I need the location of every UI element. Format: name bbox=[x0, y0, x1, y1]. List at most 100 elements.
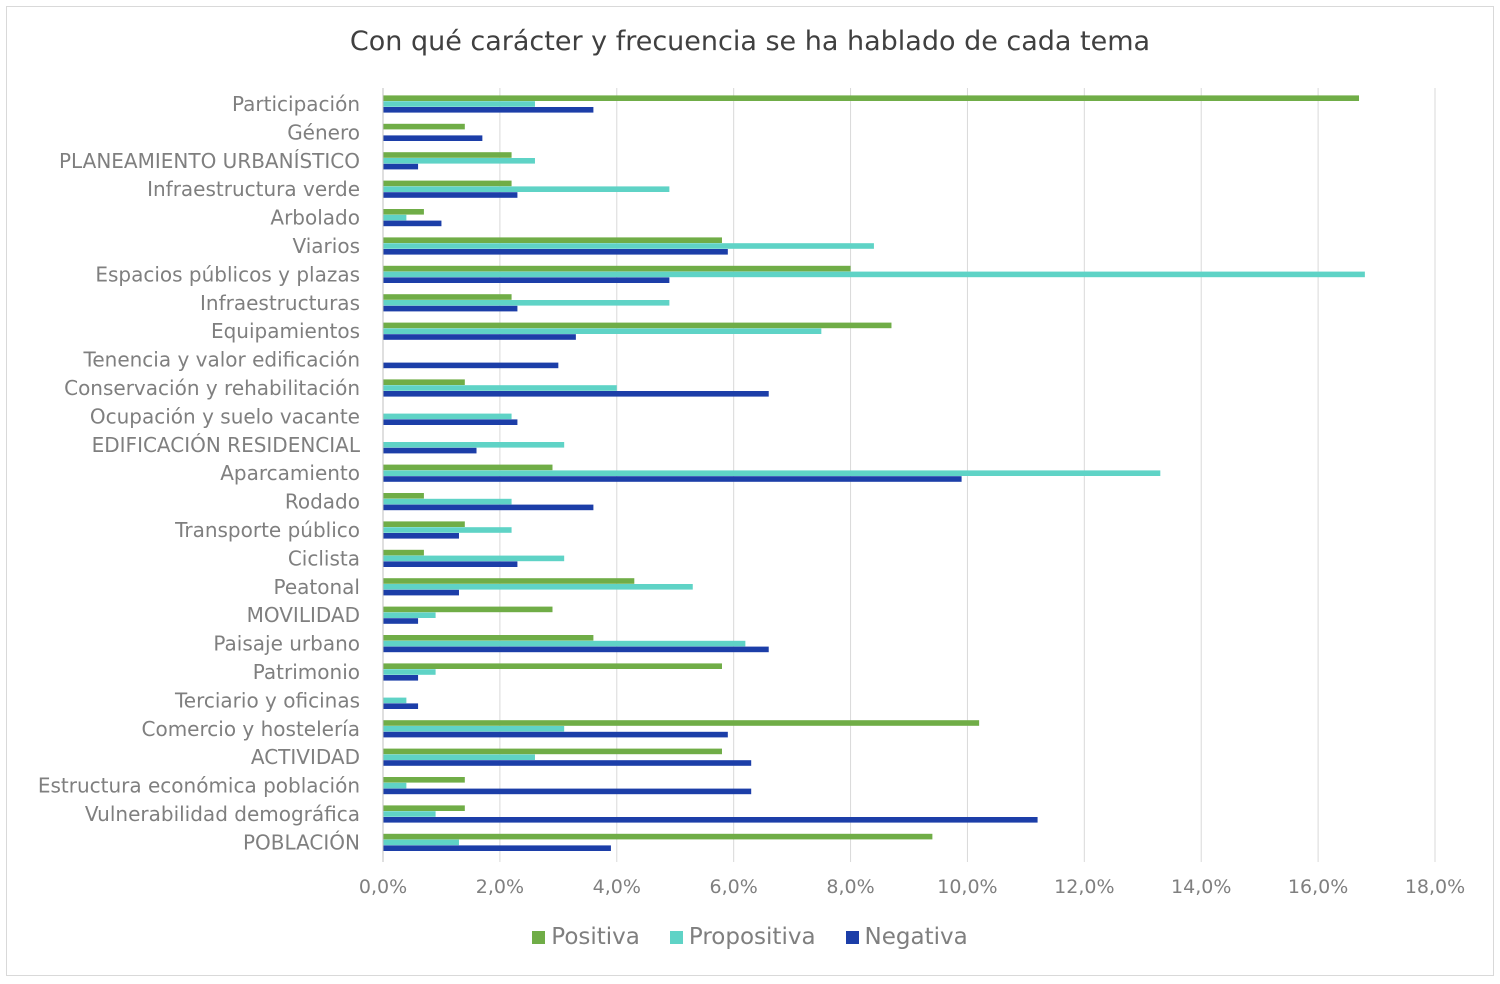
bar-positiva bbox=[383, 833, 933, 840]
x-tick-label: 18,0% bbox=[1405, 876, 1465, 898]
bar-propositiva bbox=[383, 555, 565, 562]
bar-positiva bbox=[383, 805, 465, 811]
legend-item-negativa: Negativa bbox=[845, 924, 968, 950]
bar-negativa bbox=[383, 305, 518, 312]
category-label: Transporte público bbox=[174, 518, 360, 542]
bar-positiva bbox=[383, 180, 512, 187]
bar-negativa bbox=[383, 277, 670, 283]
bar-positiva bbox=[383, 209, 424, 215]
bar-propositiva bbox=[383, 186, 670, 192]
category-label: Viarios bbox=[293, 234, 361, 258]
bar-positiva bbox=[383, 237, 722, 243]
x-tick-label: 4,0% bbox=[593, 876, 641, 898]
bar-positiva bbox=[383, 578, 635, 584]
legend-item-positiva: Positiva bbox=[532, 924, 640, 950]
bar-propositiva bbox=[383, 101, 535, 107]
bar-propositiva bbox=[383, 754, 535, 760]
legend-swatch-positiva bbox=[532, 930, 546, 944]
x-tick-label: 8,0% bbox=[826, 876, 874, 898]
bar-positiva bbox=[383, 606, 553, 613]
bar-negativa bbox=[383, 561, 518, 567]
bar-negativa bbox=[383, 391, 769, 397]
bar-propositiva bbox=[383, 300, 670, 306]
category-label: Ocupación y suelo vacante bbox=[90, 404, 360, 428]
bar-positiva bbox=[383, 521, 465, 527]
bar-negativa bbox=[383, 334, 576, 340]
legend-label-positiva: Positiva bbox=[551, 924, 640, 950]
legend-swatch-propositiva bbox=[669, 930, 683, 944]
bar-propositiva bbox=[383, 498, 512, 505]
bar-positiva bbox=[383, 95, 1360, 101]
category-label: Patrimonio bbox=[253, 660, 360, 684]
category-label: Infraestructura verde bbox=[147, 177, 360, 201]
bar-propositiva bbox=[383, 669, 436, 675]
x-tick-label: 14,0% bbox=[1171, 876, 1231, 898]
bar-negativa bbox=[383, 135, 483, 141]
legend-label-propositiva: Propositiva bbox=[688, 924, 816, 950]
bar-propositiva bbox=[383, 442, 565, 448]
category-label: Participación bbox=[232, 92, 360, 116]
category-label: Aparcamiento bbox=[220, 461, 360, 485]
bar-negativa bbox=[383, 419, 518, 425]
bars bbox=[383, 95, 1365, 851]
x-tick-label: 10,0% bbox=[937, 876, 997, 898]
bar-propositiva bbox=[383, 811, 436, 817]
bar-positiva bbox=[383, 777, 465, 783]
bar-positiva bbox=[383, 748, 722, 755]
legend-label-negativa: Negativa bbox=[864, 924, 968, 950]
bar-negativa bbox=[383, 163, 419, 170]
bar-positiva bbox=[383, 549, 424, 556]
category-label: Peatonal bbox=[274, 575, 360, 599]
bar-positiva bbox=[383, 152, 512, 158]
category-label: Terciario y oficinas bbox=[174, 688, 360, 712]
bar-positiva bbox=[383, 720, 980, 726]
bar-positiva bbox=[383, 322, 892, 329]
bar-negativa bbox=[383, 533, 459, 539]
x-tick-label: 16,0% bbox=[1288, 876, 1348, 898]
category-label: Ciclista bbox=[288, 546, 360, 570]
category-label: ACTIVIDAD bbox=[251, 745, 360, 769]
bar-propositiva bbox=[383, 328, 822, 334]
bar-negativa bbox=[383, 817, 1038, 823]
bar-propositiva bbox=[383, 243, 874, 249]
bar-negativa bbox=[383, 476, 962, 482]
bar-propositiva bbox=[383, 584, 693, 590]
bar-negativa bbox=[383, 192, 518, 198]
bar-propositiva bbox=[383, 612, 436, 618]
bar-positiva bbox=[383, 379, 465, 385]
bar-negativa bbox=[383, 703, 419, 709]
bar-negativa bbox=[383, 589, 459, 596]
x-tick-label: 2,0% bbox=[476, 876, 524, 898]
bar-propositiva bbox=[383, 640, 746, 647]
bar-propositiva bbox=[383, 158, 535, 164]
bar-negativa bbox=[383, 362, 559, 369]
bar-negativa bbox=[383, 249, 728, 255]
category-labels: Participación Género PLANEAMIENTO URBANÍST… bbox=[38, 92, 361, 854]
bar-negativa bbox=[383, 760, 752, 766]
bar-positiva bbox=[383, 663, 722, 669]
category-label: Género bbox=[287, 120, 360, 144]
bar-positiva bbox=[383, 123, 465, 130]
chart-frame bbox=[6, 6, 1494, 976]
bar-positiva bbox=[383, 493, 424, 499]
bar-propositiva bbox=[383, 470, 1161, 476]
bar-negativa bbox=[383, 618, 419, 624]
category-label: Paisaje urbano bbox=[213, 632, 360, 656]
bar-negativa bbox=[383, 220, 442, 227]
category-label: Infraestructuras bbox=[200, 291, 360, 315]
bar-positiva bbox=[383, 635, 594, 641]
bar-negativa bbox=[383, 646, 769, 653]
x-tick-labels: 0,0% 2,0% 4,0% 6,0% 8,0% 10,0% 12,0% 14,0% 16,0%… bbox=[359, 876, 1465, 898]
category-label: Conservación y rehabilitación bbox=[64, 376, 360, 400]
bar-propositiva bbox=[383, 782, 407, 789]
bar-propositiva bbox=[383, 839, 459, 846]
bar-propositiva bbox=[383, 697, 407, 704]
legend-swatch-negativa bbox=[845, 930, 859, 944]
category-label: EDIFICACIÓN RESIDENCIAL bbox=[92, 433, 361, 457]
bar-positiva bbox=[383, 265, 851, 272]
category-label: Rodado bbox=[285, 490, 360, 514]
bar-propositiva bbox=[383, 726, 565, 732]
bar-propositiva bbox=[383, 271, 1365, 278]
bar-negativa bbox=[383, 675, 419, 681]
